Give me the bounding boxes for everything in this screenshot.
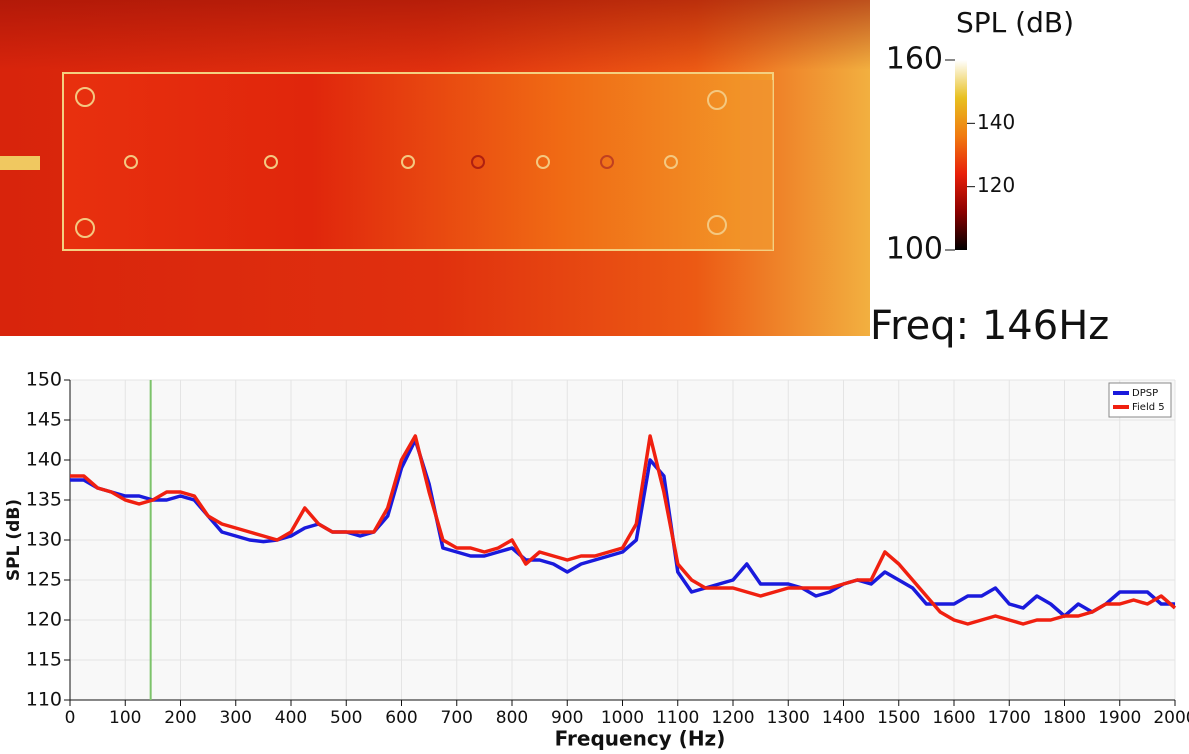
x-tick-label: 600	[385, 708, 417, 728]
y-axis-label: SPL (dB)	[4, 499, 24, 581]
x-tick-label: 1100	[656, 708, 699, 728]
x-tick-label: 2000	[1153, 708, 1189, 728]
x-tick-label: 700	[441, 708, 473, 728]
x-tick-label: 1000	[601, 708, 644, 728]
plate	[62, 72, 774, 251]
colorbar-tick-label: 140	[977, 110, 1015, 134]
x-tick-label: 1500	[877, 708, 920, 728]
legend	[1108, 382, 1172, 418]
y-tick-label: 125	[26, 569, 62, 591]
x-tick-label: 1600	[932, 708, 975, 728]
y-tick-label: 135	[26, 489, 62, 511]
colorbar	[955, 60, 967, 250]
y-tick-label: 145	[26, 409, 62, 431]
legend-label: Field 5	[1132, 402, 1165, 413]
plate-edge	[740, 80, 773, 250]
x-tick-label: 1300	[767, 708, 810, 728]
colorbar-tick-label: 100	[886, 232, 943, 267]
x-tick-label: 1800	[1043, 708, 1086, 728]
x-tick-label: 1400	[822, 708, 865, 728]
colorbar-title: SPL (dB)	[956, 6, 1074, 39]
x-tick-label: 400	[275, 708, 307, 728]
x-tick-label: 800	[496, 708, 528, 728]
x-tick-label: 1900	[1098, 708, 1141, 728]
x-tick-label: 200	[164, 708, 196, 728]
series-line	[70, 438, 1175, 618]
y-tick-label: 130	[26, 529, 62, 551]
x-tick-label: 100	[109, 708, 141, 728]
y-tick-label: 110	[26, 689, 62, 711]
x-tick-label: 0	[65, 708, 76, 728]
inlet	[0, 156, 40, 170]
x-tick-label: 1200	[711, 708, 754, 728]
heatmap	[0, 0, 870, 336]
y-tick-label: 115	[26, 649, 62, 671]
colorbar-tick-label: 120	[977, 173, 1015, 197]
bolts	[75, 87, 727, 238]
series-line	[70, 434, 1177, 626]
y-tick-label: 150	[26, 369, 62, 391]
x-tick-label: 300	[220, 708, 252, 728]
x-tick-label: 500	[330, 708, 362, 728]
colorbar-tick-label: 160	[886, 42, 943, 77]
y-tick-label: 120	[26, 609, 62, 631]
shade	[0, 0, 870, 70]
x-tick-label: 1700	[988, 708, 1031, 728]
frequency-label: Freq: 146Hz	[870, 303, 1109, 349]
x-axis-label: Frequency (Hz)	[555, 727, 726, 751]
legend-label: DPSP	[1132, 388, 1158, 399]
x-tick-label: 900	[551, 708, 583, 728]
y-tick-label: 140	[26, 449, 62, 471]
